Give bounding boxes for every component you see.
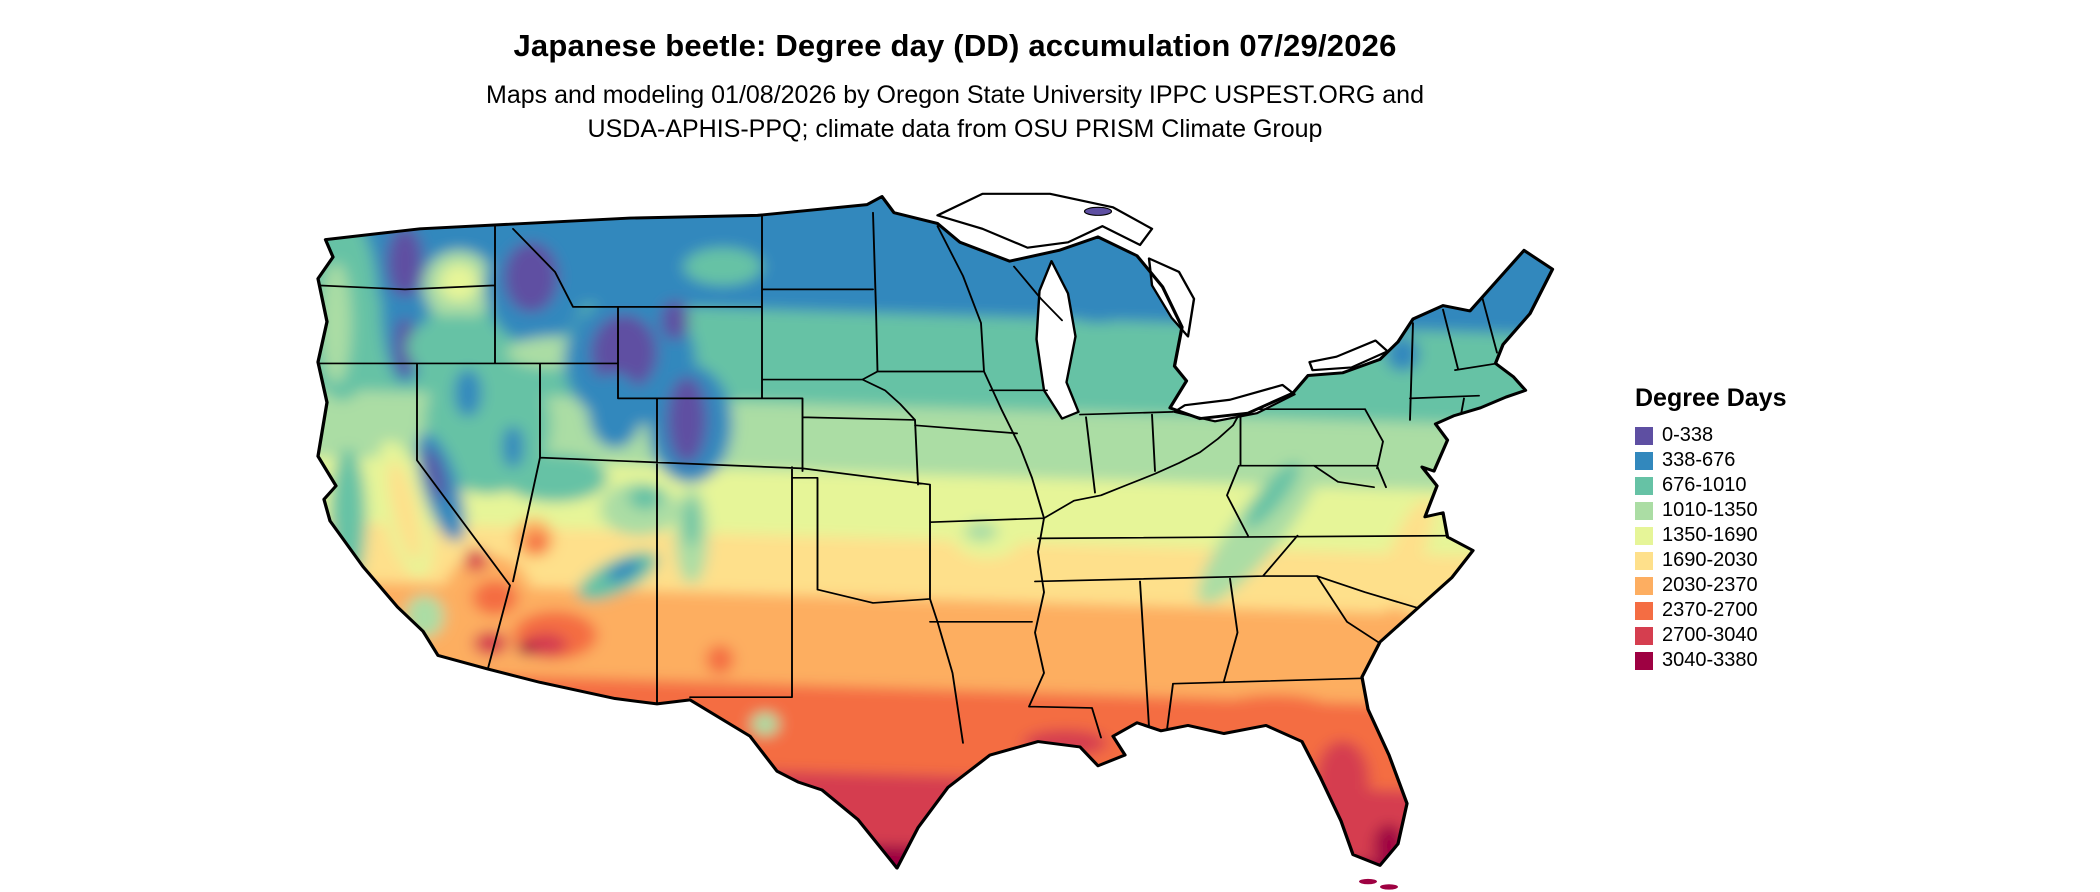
legend-label: 0-338: [1662, 424, 1714, 446]
legend-row: 2030-2370: [1635, 573, 1786, 598]
lake-ontario: [1308, 339, 1389, 372]
legend-swatch: [1635, 426, 1653, 445]
subtitle-line-2: USDA-APHIS-PPQ; climate data from OSU PR…: [587, 115, 1323, 143]
legend-swatch: [1635, 576, 1653, 595]
lake-huron: [1147, 257, 1196, 338]
chart-header: Japanese beetle: Degree day (DD) accumul…: [0, 0, 1910, 146]
state-borders: [318, 211, 1498, 744]
legend-row: 2700-3040: [1635, 623, 1786, 648]
legend-row: 3040-3380: [1635, 648, 1786, 673]
legend-swatch: [1635, 501, 1653, 520]
legend-label: 1690-2030: [1662, 549, 1758, 571]
legend-label: 1350-1690: [1662, 524, 1758, 546]
us-degree-day-map: [316, 192, 1555, 890]
legend-row: 2370-2700: [1635, 598, 1786, 623]
florida-keys: [1359, 878, 1398, 890]
us-outline: [316, 195, 1555, 870]
legend-label: 2030-2370: [1662, 574, 1758, 596]
lake-michigan: [1035, 260, 1080, 420]
lake-erie: [1173, 383, 1296, 423]
great-lakes: [936, 192, 1389, 423]
legend-label: 338-676: [1662, 449, 1736, 471]
legend-label: 676-1010: [1662, 474, 1747, 496]
legend-swatch: [1635, 551, 1653, 570]
legend-label: 3040-3380: [1662, 649, 1758, 671]
page-subtitle: Maps and modeling 01/08/2026 by Oregon S…: [0, 78, 1910, 146]
lake-superior: [936, 192, 1154, 249]
legend-title: Degree Days: [1635, 384, 1787, 412]
legend-row: 338-676: [1635, 448, 1786, 473]
legend-swatch: [1635, 526, 1653, 545]
legend-swatch: [1635, 476, 1653, 495]
legend-label: 2700-3040: [1662, 624, 1758, 646]
legend-row: 1010-1350: [1635, 498, 1786, 523]
legend: Degree Days 0-338 338-676 676-1010 1010-…: [1635, 384, 1786, 673]
legend-row: 1350-1690: [1635, 523, 1786, 548]
isle-royale: [1083, 206, 1113, 216]
legend-swatch: [1635, 451, 1653, 470]
legend-swatch: [1635, 651, 1653, 670]
subtitle-line-1: Maps and modeling 01/08/2026 by Oregon S…: [486, 81, 1424, 109]
legend-label: 1010-1350: [1662, 499, 1758, 521]
legend-row: 1690-2030: [1635, 548, 1786, 573]
legend-swatch: [1635, 601, 1653, 620]
legend-swatch: [1635, 626, 1653, 645]
legend-row: 0-338: [1635, 423, 1786, 448]
legend-row: 676-1010: [1635, 473, 1786, 498]
legend-label: 2370-2700: [1662, 599, 1758, 621]
page-title: Japanese beetle: Degree day (DD) accumul…: [513, 28, 1397, 63]
